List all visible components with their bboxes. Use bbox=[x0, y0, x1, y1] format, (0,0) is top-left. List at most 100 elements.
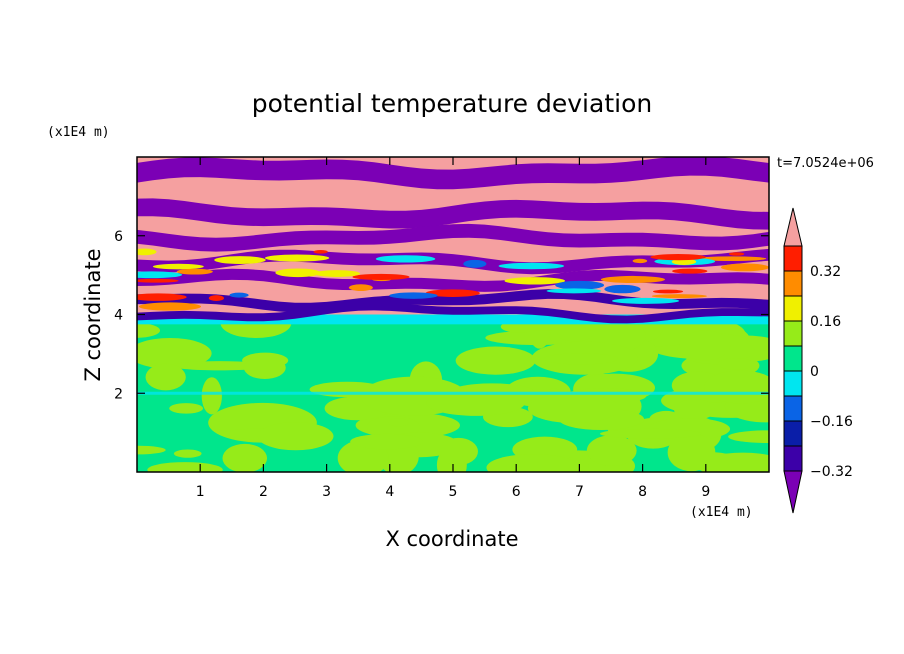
field-streak bbox=[313, 270, 361, 277]
field-streak bbox=[264, 254, 330, 262]
time-label: t=7.0524e+06 bbox=[777, 156, 874, 171]
field-blob bbox=[222, 443, 268, 472]
field-blob bbox=[586, 435, 637, 467]
field-streak bbox=[152, 263, 204, 270]
field-blob bbox=[257, 422, 334, 451]
field-streak bbox=[463, 259, 487, 268]
field-streak bbox=[138, 302, 202, 311]
field-band bbox=[137, 223, 769, 252]
field-streak bbox=[137, 271, 183, 279]
field-blob bbox=[169, 403, 204, 414]
field-streak bbox=[313, 249, 328, 254]
field-blob bbox=[455, 346, 536, 375]
field-streak bbox=[604, 284, 641, 294]
contour-field bbox=[137, 157, 769, 472]
field-blob bbox=[145, 363, 186, 391]
field-streak bbox=[176, 268, 213, 275]
y-axis: 2 4 6 bbox=[114, 229, 769, 402]
colorbar-box bbox=[783, 370, 803, 397]
x-tick-label: 6 bbox=[512, 484, 521, 500]
field-streak bbox=[275, 268, 321, 278]
field-streak bbox=[498, 262, 565, 270]
field-streak bbox=[208, 295, 224, 302]
field-streak bbox=[137, 248, 157, 256]
field-streak bbox=[672, 268, 708, 274]
field-streak bbox=[229, 292, 249, 298]
field-blob bbox=[137, 337, 212, 369]
field-line bbox=[137, 391, 769, 395]
field-streak bbox=[214, 256, 266, 264]
field-streak bbox=[504, 277, 565, 285]
field-streak bbox=[600, 275, 665, 284]
field-streak bbox=[720, 263, 769, 272]
colorbar-box bbox=[783, 295, 803, 322]
field-blob bbox=[673, 399, 716, 421]
x-tick-label: 4 bbox=[385, 484, 394, 500]
x-tick-label: 7 bbox=[575, 484, 584, 500]
colorbar-label: 0.32 bbox=[810, 264, 841, 280]
field-blob bbox=[728, 430, 769, 443]
field-blob bbox=[201, 377, 222, 415]
y-tick-label: 2 bbox=[114, 386, 123, 402]
colorbar-box bbox=[783, 445, 803, 472]
colorbar-label: −0.16 bbox=[810, 414, 853, 430]
field-streak bbox=[651, 294, 707, 299]
colorbar-label: 0 bbox=[810, 364, 819, 380]
field-streak bbox=[425, 289, 480, 297]
x-tick-label: 1 bbox=[196, 484, 205, 500]
field-blob bbox=[544, 353, 618, 365]
field-streak bbox=[352, 273, 410, 281]
field-blob bbox=[667, 433, 716, 472]
field-streak bbox=[728, 252, 745, 256]
colorbar-box bbox=[783, 245, 803, 272]
field-blob bbox=[704, 370, 769, 404]
x-tick-label: 9 bbox=[701, 484, 710, 500]
field-streak bbox=[389, 292, 438, 299]
colorbar-extend-min bbox=[783, 470, 803, 514]
x-axis: 1 2 3 4 5 6 7 8 9 bbox=[196, 157, 710, 500]
field-band bbox=[137, 302, 769, 324]
x-tick-label: 8 bbox=[638, 484, 647, 500]
y-tick-label: 4 bbox=[114, 308, 123, 324]
colorbar-label: −0.32 bbox=[810, 464, 853, 480]
x-tick-label: 3 bbox=[322, 484, 331, 500]
field-blob bbox=[173, 449, 202, 458]
field-streak bbox=[348, 284, 373, 292]
field-blob bbox=[388, 418, 409, 427]
field-streak bbox=[696, 256, 767, 262]
field-band bbox=[137, 289, 769, 313]
y-tick-label: 6 bbox=[114, 229, 123, 245]
x-unit-label: (x1E4 m) bbox=[690, 505, 753, 520]
y-unit-label: (x1E4 m) bbox=[47, 125, 110, 140]
colorbar-box bbox=[783, 420, 803, 447]
field-blob bbox=[557, 326, 593, 342]
field-cyan-band bbox=[137, 314, 769, 325]
field-blob bbox=[717, 358, 754, 370]
x-tick-label: 2 bbox=[259, 484, 268, 500]
field-band bbox=[137, 198, 769, 230]
field-blob bbox=[243, 356, 286, 380]
field-blob bbox=[679, 330, 731, 361]
field-streak bbox=[632, 258, 648, 264]
field-blob bbox=[439, 437, 478, 466]
field-streak bbox=[137, 278, 179, 283]
field-blob bbox=[426, 389, 525, 416]
field-streak bbox=[652, 289, 684, 294]
colorbar: 0.32 0.16 0 −0.16 −0.32 bbox=[783, 207, 853, 514]
field-blob bbox=[599, 428, 702, 439]
field-streak bbox=[611, 297, 680, 304]
colorbar-label: 0.16 bbox=[810, 314, 841, 330]
field-blob bbox=[137, 323, 161, 338]
field-streak bbox=[555, 280, 605, 290]
chart-title: potential temperature deviation bbox=[252, 89, 652, 118]
field-blob bbox=[527, 393, 620, 423]
field-blob bbox=[486, 454, 580, 472]
field-blob bbox=[147, 462, 223, 472]
field-streak bbox=[137, 293, 187, 301]
field-blob bbox=[698, 452, 769, 472]
field-streak bbox=[375, 255, 436, 263]
colorbar-box bbox=[783, 395, 803, 422]
x-tick-label: 5 bbox=[449, 484, 458, 500]
field-streak bbox=[546, 288, 602, 294]
